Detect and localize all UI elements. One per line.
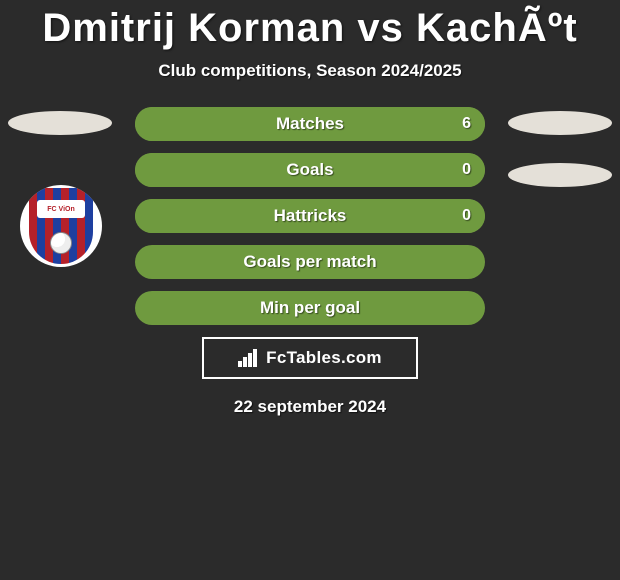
stat-label: Goals per match xyxy=(243,252,376,272)
stat-value-right: 0 xyxy=(462,161,471,179)
page-title: Dmitrij Korman vs KachÃºt xyxy=(0,0,620,51)
player-left-ellipse xyxy=(8,111,112,135)
player-left-club-badge: FC ViOn xyxy=(20,185,102,267)
stat-row: Min per goal xyxy=(135,291,485,325)
comparison-stage: FC ViOn Matches 6 Goals 0 Hattricks 0 Goals pe… xyxy=(0,107,620,417)
player-right-ellipse-2 xyxy=(508,163,612,187)
brand-chart-icon xyxy=(238,349,260,367)
brand-box: FcTables.com xyxy=(202,337,418,379)
stat-label: Goals xyxy=(286,160,333,180)
brand-text: FcTables.com xyxy=(266,348,382,368)
stat-value-right: 6 xyxy=(462,115,471,133)
stat-value-right: 0 xyxy=(462,207,471,225)
stat-row: Goals per match xyxy=(135,245,485,279)
stat-label: Min per goal xyxy=(260,298,360,318)
soccer-ball-icon xyxy=(50,232,72,254)
stat-row: Matches 6 xyxy=(135,107,485,141)
club-badge-shield: FC ViOn xyxy=(29,188,93,264)
stat-row: Hattricks 0 xyxy=(135,199,485,233)
date-line: 22 september 2024 xyxy=(0,397,620,417)
page-subtitle: Club competitions, Season 2024/2025 xyxy=(0,61,620,81)
stat-label: Hattricks xyxy=(274,206,347,226)
stat-label: Matches xyxy=(276,114,344,134)
club-badge-text: FC ViOn xyxy=(37,200,85,218)
stat-row: Goals 0 xyxy=(135,153,485,187)
player-right-ellipse-1 xyxy=(508,111,612,135)
